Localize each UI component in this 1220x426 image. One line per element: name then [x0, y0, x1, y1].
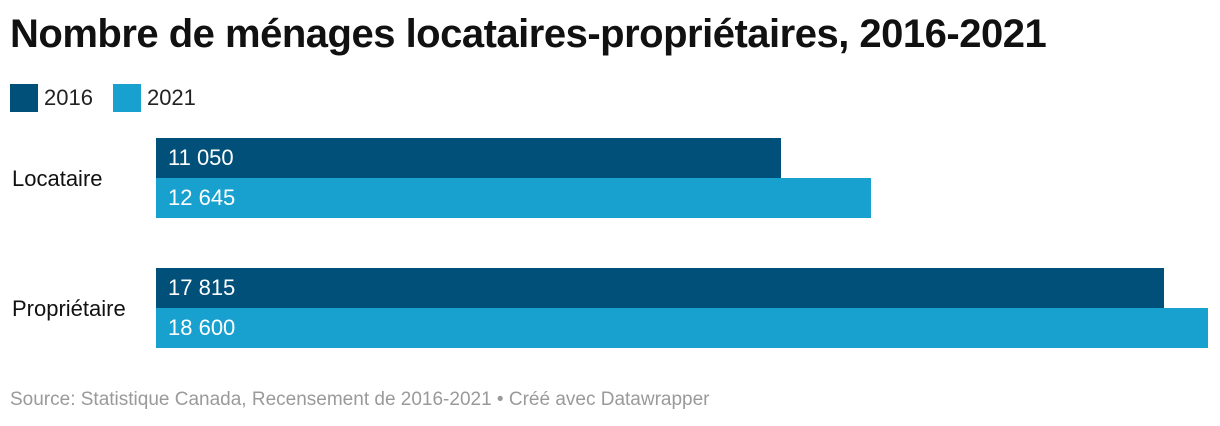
- bar-value-locataire-2021: 12 645: [168, 185, 236, 210]
- legend-swatch-2021: [112, 84, 141, 112]
- bar-proprietaire-2021: 18 600: [156, 308, 1208, 348]
- legend-swatch-2016: [10, 84, 38, 112]
- source-note: Source: Statistique Canada, Recensement …: [10, 389, 710, 410]
- bar-value-proprietaire-2016: 17 815: [168, 275, 236, 300]
- legend-item-2016: 2016: [10, 84, 93, 112]
- bar-proprietaire-2016: 17 815: [156, 268, 1164, 308]
- chart-title: Nombre de ménages locataires-propriétair…: [10, 12, 1047, 56]
- legend-label-2021: 2021: [146, 85, 196, 110]
- category-label-proprietaire: Propriétaire: [12, 296, 126, 321]
- legend: 2016 2021: [10, 84, 216, 112]
- bar-locataire-2016: 11 050: [156, 138, 781, 178]
- bar-value-proprietaire-2021: 18 600: [168, 315, 236, 340]
- legend-label-2016: 2016: [44, 85, 93, 110]
- legend-item-2021: 2021: [112, 84, 196, 112]
- bar-value-locataire-2016: 11 050: [168, 145, 234, 170]
- bar-locataire-2021: 12 645: [156, 178, 871, 218]
- category-label-locataire: Locataire: [12, 166, 103, 191]
